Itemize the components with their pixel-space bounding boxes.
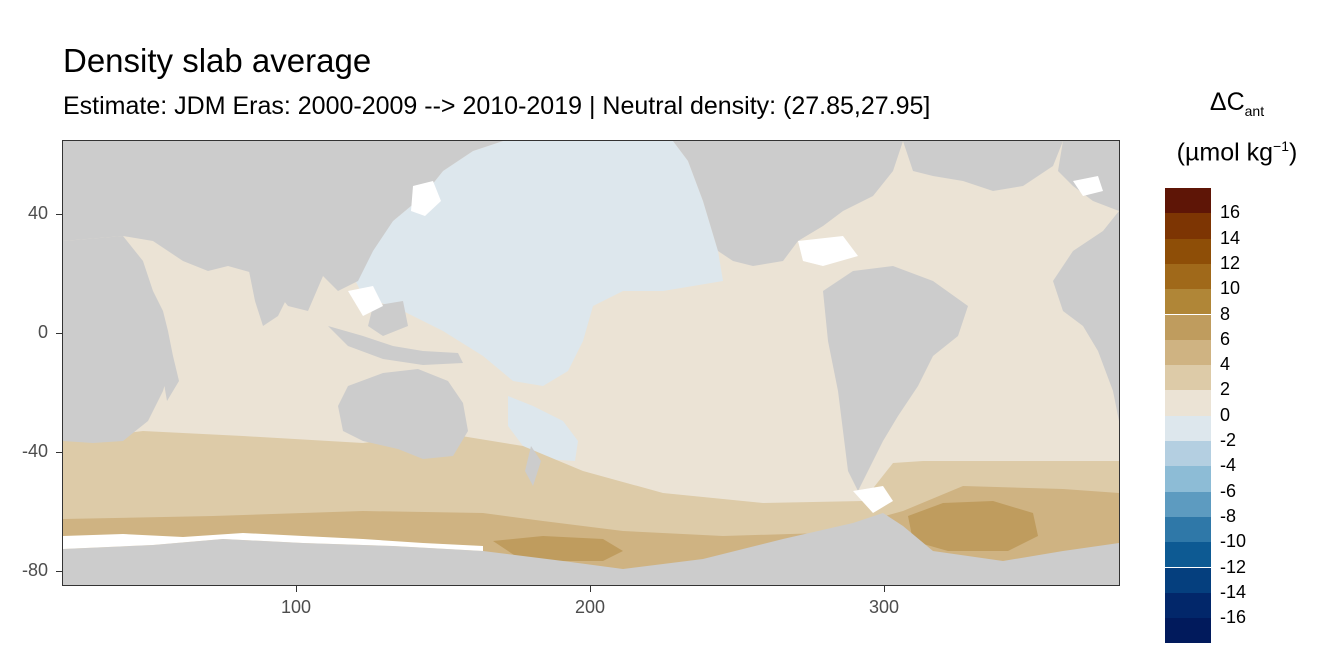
legend-swatch: [1165, 213, 1211, 239]
legend-label: -2: [1220, 430, 1237, 450]
legend-swatch: [1165, 238, 1211, 264]
south-america-landmass: [823, 266, 968, 491]
ross-positive-patch: [493, 536, 623, 561]
legend-swatch: [1165, 466, 1211, 492]
asia-landmass: [63, 141, 503, 311]
x-tick-label: 300: [868, 597, 900, 617]
legend-swatch: [1165, 415, 1211, 441]
x-tick-mark: [884, 586, 885, 592]
europe-landmass: [1058, 141, 1119, 211]
greenland-landmass: [903, 141, 1063, 191]
map-panel: [62, 140, 1120, 586]
legend-unit: (µmol kg−1): [1162, 138, 1312, 167]
legend-label: 4: [1220, 354, 1231, 375]
legend-label: 6: [1220, 328, 1231, 349]
legend-label: 0: [1220, 404, 1231, 425]
y-tick-mark: [56, 452, 62, 453]
y-tick-label: -40: [21, 441, 48, 461]
y-tick-label: -80: [21, 560, 48, 580]
legend-swatch: [1165, 592, 1211, 619]
new-zealand-landmass: [525, 446, 541, 486]
borneo-landmass: [368, 301, 408, 336]
x-tick-mark: [590, 586, 591, 592]
antarctica-landmass: [63, 513, 1119, 585]
legend-label: 8: [1220, 303, 1231, 324]
legend-swatch: [1165, 491, 1211, 517]
legend-title: ΔCant: [1162, 88, 1312, 119]
legend-swatch: [1165, 339, 1211, 366]
north-pacific-negative-region: [353, 141, 723, 386]
legend-label: -8: [1220, 505, 1237, 526]
india-landmass: [248, 266, 293, 326]
no-data-patch-baltic: [1073, 176, 1103, 196]
north-america-landmass: [673, 141, 903, 266]
legend-swatch: [1165, 390, 1211, 416]
madagascar-landmass: [161, 356, 179, 401]
x-tick-label: 100: [280, 597, 312, 617]
legend-label: 2: [1220, 379, 1231, 400]
legend-swatch: [1165, 289, 1211, 315]
y-tick-mark: [56, 214, 62, 215]
y-tick-mark: [56, 333, 62, 334]
y-tick-mark: [56, 571, 62, 572]
no-data-patch-drake: [853, 486, 893, 513]
no-data-patch-caribbean: [798, 236, 858, 266]
legend-swatch: [1165, 618, 1211, 644]
legend-swatch: [1165, 314, 1211, 340]
legend-swatch: [1165, 441, 1211, 467]
legend-title-subscript: ant: [1244, 103, 1265, 119]
legend-label: -6: [1220, 480, 1237, 501]
legend-label: -12: [1220, 556, 1247, 577]
chart-title: Density slab average: [63, 42, 372, 79]
legend-label: -10: [1220, 531, 1247, 552]
indonesia-landmass: [328, 326, 463, 365]
x-tick-mark: [296, 586, 297, 592]
y-tick-label: 0: [37, 322, 48, 342]
legend-label: -14: [1220, 581, 1247, 602]
africa-wrapped-landmass: [1053, 211, 1119, 421]
map-svg: [63, 141, 1119, 585]
y-tick-label: 40: [27, 203, 48, 223]
legend-swatch: [1165, 516, 1211, 543]
australia-landmass: [338, 369, 468, 459]
no-data-patch-philippines: [348, 286, 383, 316]
no-data-patch-antarctic-coast: [63, 533, 483, 551]
legend-label: 10: [1220, 278, 1241, 299]
legend-swatch: [1165, 542, 1211, 568]
legend-label: 14: [1220, 227, 1241, 248]
legend-label: -16: [1220, 607, 1247, 628]
legend-title-symbol: ΔC: [1209, 88, 1245, 116]
legend-unit-prefix: (µmol kg: [1176, 138, 1274, 167]
legend-swatch: [1165, 263, 1211, 290]
legend-label: 12: [1220, 252, 1241, 273]
tasman-negative-region: [508, 396, 578, 461]
legend-swatch: [1165, 188, 1211, 214]
weddell-positive-core: [908, 501, 1038, 551]
legend-unit-exponent: −1: [1273, 138, 1289, 154]
africa-landmass: [63, 236, 173, 443]
legend-unit-suffix: ): [1289, 138, 1298, 167]
no-data-patch-japan: [411, 181, 441, 216]
chart-subtitle: Estimate: JDM Eras: 2000-2009 --> 2010-2…: [63, 92, 931, 120]
legend-swatch: [1165, 365, 1211, 391]
x-tick-label: 200: [574, 597, 606, 617]
legend-label: -4: [1220, 455, 1237, 476]
legend-swatch: [1165, 567, 1211, 593]
legend-label: 16: [1220, 202, 1241, 223]
